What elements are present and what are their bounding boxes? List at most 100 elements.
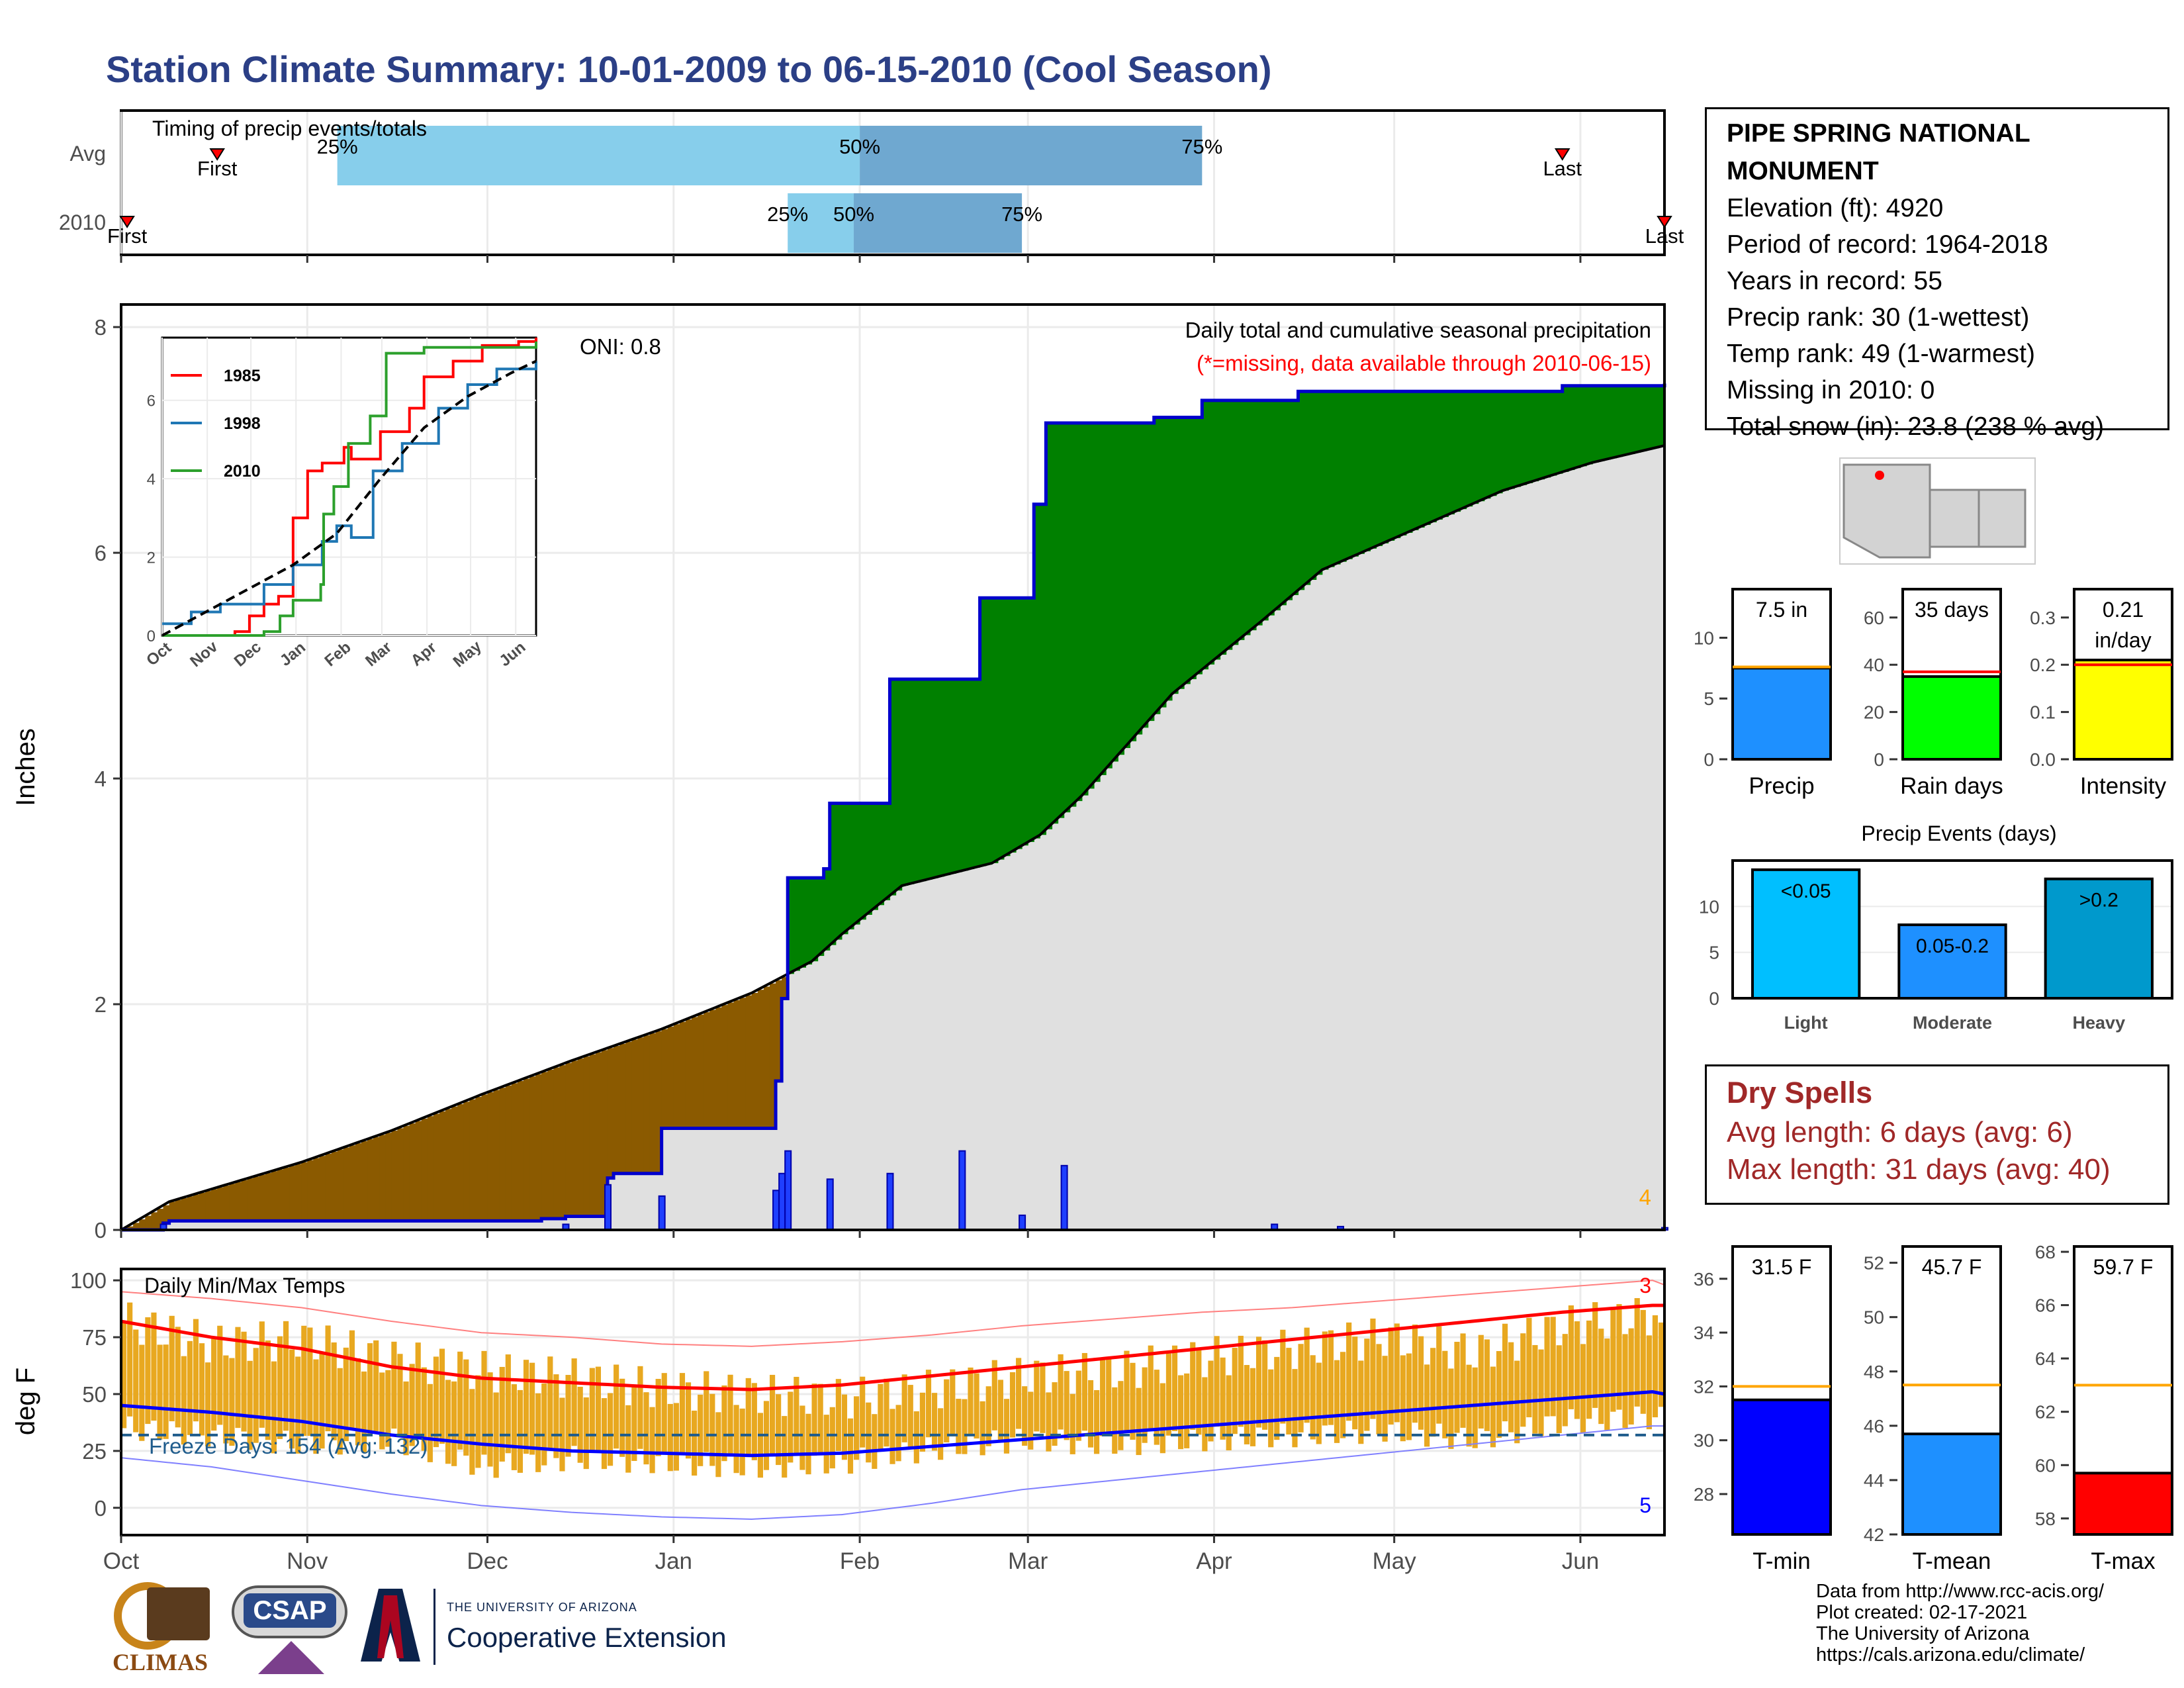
precip-ytick-label: 0 <box>95 1218 107 1243</box>
stat-tick-label: 44 <box>1864 1470 1884 1491</box>
deficit-fill <box>223 1185 230 1221</box>
first-label: First <box>197 157 238 180</box>
surplus-fill <box>878 803 884 906</box>
daily-temp-range-bar <box>229 1358 235 1446</box>
credit-line-3: The University of Arizona <box>1816 1623 2030 1644</box>
timing-q25-label: 25% <box>317 135 358 158</box>
daily-temp-range-bar <box>919 1392 925 1452</box>
surplus-fill <box>1196 417 1203 675</box>
surplus-fill <box>1658 385 1665 447</box>
daily-temp-range-bar <box>655 1379 661 1456</box>
stat-tick-label: 64 <box>2035 1348 2056 1369</box>
station-info: PIPE SPRING NATIONAL MONUMENT Elevation … <box>1705 107 2169 441</box>
daily-temp-range-bar <box>1003 1399 1010 1454</box>
stat-value-label-unit: in/day <box>2095 628 2151 652</box>
stat-tick-label: 20 <box>1864 702 1884 723</box>
surplus-fill <box>1160 417 1167 708</box>
daily-temp-range-bar <box>1478 1335 1484 1429</box>
daily-temp-range-bar <box>529 1362 535 1455</box>
inset-series-line <box>161 359 537 637</box>
deficit-fill <box>217 1187 224 1221</box>
deficit-fill <box>301 1162 308 1221</box>
surplus-fill <box>866 803 872 915</box>
precip-frame <box>120 303 1666 1231</box>
month-label: Dec <box>467 1548 508 1574</box>
surplus-fill <box>1130 423 1137 741</box>
surplus-fill <box>956 679 962 872</box>
surplus-fill <box>913 679 921 883</box>
daily-temp-range-bar <box>1118 1381 1124 1450</box>
daily-temp-range-bar <box>799 1405 805 1470</box>
surplus-fill <box>1214 400 1221 660</box>
station-period: Period of record: 1964-2018 <box>1727 230 2048 259</box>
daily-temp-range-bar <box>751 1383 757 1460</box>
surplus-fill <box>1081 423 1089 796</box>
dry-spells-avg: Avg length: 6 days (avg: 6) <box>1727 1116 2073 1149</box>
deficit-fill <box>181 1197 188 1221</box>
daily-temp-range-bar <box>1022 1386 1028 1446</box>
events-frame <box>1731 859 2173 1000</box>
station-missing: Missing in 2010: 0 <box>1727 376 1935 404</box>
surplus-fill <box>1448 391 1455 515</box>
surplus-fill <box>974 679 981 868</box>
daily-temp-range-bar <box>223 1355 229 1444</box>
stat-tick-label: 0.2 <box>2030 655 2056 675</box>
daily-temp-range-bar <box>253 1348 259 1443</box>
timing-q75-label: 75% <box>1181 135 1222 158</box>
stat-tick-label: 34 <box>1694 1323 1714 1343</box>
deficit-fill <box>457 1103 464 1221</box>
daily-temp-range-bar <box>553 1374 559 1458</box>
station-temp-rank: Temp rank: 49 (1-warmest) <box>1727 340 2035 368</box>
daily-temp-range-bar <box>181 1356 187 1445</box>
daily-temp-range-bar <box>925 1370 932 1438</box>
stat-tick-label: 0.1 <box>2030 702 2056 723</box>
daily-temp-range-bar <box>1165 1353 1172 1436</box>
deficit-fill <box>403 1125 410 1221</box>
surplus-fill <box>938 679 944 877</box>
events-tick-label: 0 <box>1709 988 1719 1009</box>
deficit-fill <box>211 1189 218 1221</box>
surplus-fill <box>901 679 909 886</box>
daily-temp-range-bar <box>956 1399 962 1454</box>
daily-temp-range-bar <box>835 1379 841 1451</box>
record-min-line <box>120 1425 1664 1520</box>
deficit-fill <box>577 1058 584 1217</box>
daily-temp-range-bar <box>1358 1360 1364 1444</box>
daily-temp-range-bar <box>1556 1345 1562 1433</box>
daily-temp-range-bar <box>788 1391 794 1463</box>
surplus-fill <box>895 679 903 891</box>
daily-temp-range-bar <box>199 1343 205 1436</box>
station-name: PIPE SPRING NATIONAL MONUMENT <box>1727 119 2030 185</box>
inset-ytick-label: 6 <box>147 393 156 410</box>
daily-temp-range-bar <box>1394 1323 1400 1423</box>
deficit-fill <box>235 1182 242 1221</box>
daily-precip-bar <box>604 1184 612 1231</box>
daily-temp-range-bar <box>169 1315 175 1422</box>
daily-temp-range-bar <box>493 1392 499 1478</box>
avg-max-line <box>120 1303 1664 1391</box>
surplus-fill <box>1460 391 1467 510</box>
daily-temp-range-bar <box>1238 1335 1244 1427</box>
daily-temp-range-bar <box>1190 1342 1196 1430</box>
daily-precip-bar <box>772 1190 780 1231</box>
stat-tick-label: 36 <box>1694 1269 1714 1289</box>
station-marker <box>1875 471 1884 480</box>
event-category-label: Moderate <box>1913 1013 1992 1033</box>
daily-temp-range-bar <box>907 1385 913 1448</box>
daily-temp-range-bar <box>1322 1331 1328 1426</box>
daily-temp-range-bar <box>823 1415 829 1474</box>
daily-temp-range-bar <box>950 1369 956 1436</box>
surplus-fill <box>1184 417 1191 684</box>
surplus-fill <box>829 803 837 945</box>
temp-ytick-label: 100 <box>70 1268 107 1293</box>
daily-temp-range-bar <box>1316 1362 1322 1444</box>
daily-temp-range-bar <box>1418 1336 1424 1430</box>
events-tick-label: 5 <box>1709 943 1719 963</box>
daily-temp-range-bar <box>673 1403 679 1471</box>
daily-temp-range-bar <box>661 1373 667 1453</box>
daily-temp-range-bar <box>1436 1326 1442 1424</box>
daily-temp-range-bar <box>577 1386 583 1463</box>
daily-temp-range-bar <box>727 1374 733 1455</box>
daily-temp-range-bar <box>511 1384 517 1470</box>
